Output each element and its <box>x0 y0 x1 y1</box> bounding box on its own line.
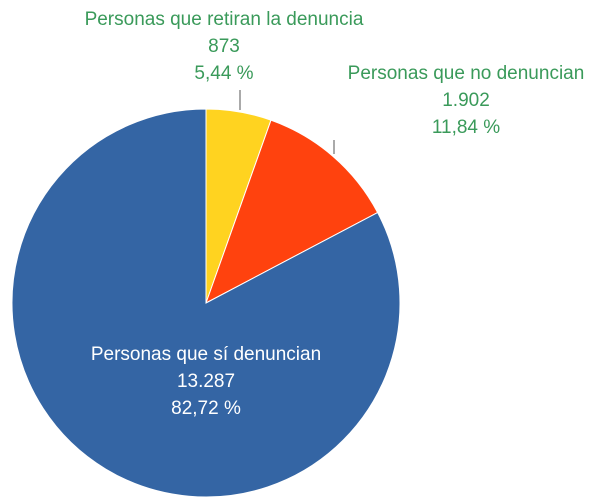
pie-slice <box>11 108 401 497</box>
slice-label: Personas que sí denuncian <box>91 344 321 365</box>
slice-label: Personas que retiran la denuncia <box>85 9 364 30</box>
percent-label: 11,84 % <box>432 117 500 138</box>
slice-label: Personas que no denuncian <box>348 63 585 84</box>
percent-label: 5,44 % <box>194 63 253 84</box>
value-label: 873 <box>208 36 240 57</box>
pie-slice <box>205 119 379 305</box>
value-label: 13.287 <box>177 371 235 392</box>
percent-label: 82,72 % <box>171 398 241 419</box>
value-label: 1.902 <box>442 90 490 111</box>
